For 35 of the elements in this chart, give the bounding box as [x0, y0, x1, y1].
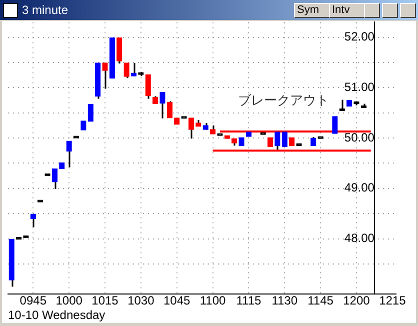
x-tick-label: 1015 [92, 294, 119, 308]
y-tick-label: 50.00 [344, 130, 375, 144]
text: Intv [329, 3, 365, 18]
x-tick-label: 1000 [56, 294, 83, 308]
candlestick [124, 62, 130, 79]
candlestick [166, 100, 172, 119]
y-tick-label: 48.00 [344, 231, 375, 246]
candlestick [188, 117, 194, 140]
text: Sym [294, 3, 330, 18]
candlestick [160, 91, 166, 120]
candlestick [145, 74, 151, 100]
x-tick-label: 1215 [379, 294, 406, 308]
candlestick [52, 168, 58, 190]
x-axis-title: 10-10 Wednesday [8, 308, 106, 322]
x-tick-label: 1130 [272, 294, 298, 308]
candlestick [116, 37, 122, 64]
candlestick [274, 131, 280, 150]
x-tick-label: 1200 [343, 294, 370, 308]
x-tick-label: 0945 [20, 294, 47, 308]
candlestick [88, 104, 94, 122]
candlestick [282, 132, 288, 147]
candlestick [66, 140, 72, 168]
x-tick-label: 1145 [308, 294, 334, 308]
candlestick [130, 62, 137, 77]
candlestick [102, 62, 108, 90]
annotation: ブレークアウト [238, 93, 329, 108]
x-tick-label: 1100 [200, 294, 226, 308]
candlestick [267, 137, 274, 147]
chart-title: 3 minute [22, 3, 68, 17]
y-tick-label: 52.00 [344, 30, 375, 44]
x-tick-label: 1030 [128, 294, 155, 308]
x-tick-label: 1115 [236, 294, 262, 308]
y-tick-label: 51.00 [344, 80, 375, 94]
y-tick-label: 49.00 [344, 180, 375, 195]
x-tick-label: 1045 [164, 294, 191, 308]
